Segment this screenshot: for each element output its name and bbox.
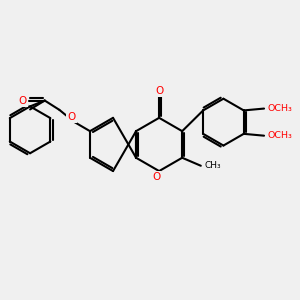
Text: O: O [67,112,76,122]
Text: OCH₃: OCH₃ [267,131,292,140]
Text: CH₃: CH₃ [205,161,221,170]
Text: OCH₃: OCH₃ [267,104,292,113]
Text: O: O [18,95,27,106]
Text: O: O [152,172,160,182]
Text: O: O [155,86,163,96]
